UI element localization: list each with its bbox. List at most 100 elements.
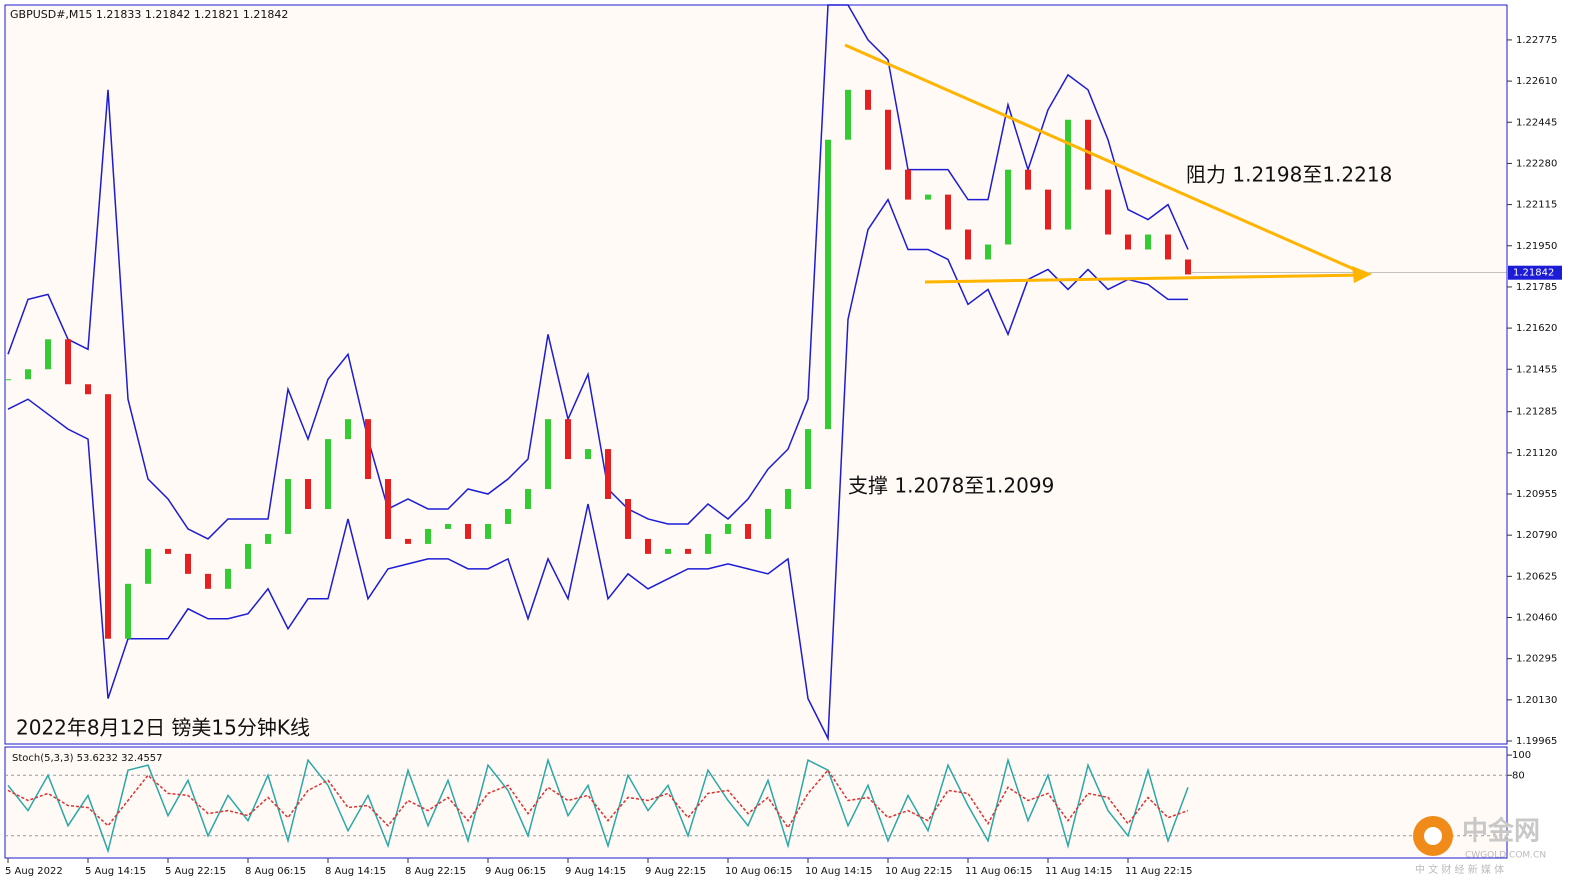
y-tick-label: 1.19965: [1516, 736, 1557, 747]
candle: [965, 229, 971, 260]
candle: [245, 543, 251, 569]
watermark-brand: 中金网: [1462, 816, 1540, 847]
watermark-site: CWGOLD.COM.CN: [1465, 851, 1546, 861]
x-tick-label: 11 Aug 22:15: [1125, 866, 1192, 877]
oscillator-label: Stoch(5,3,3) 53.6232 32.4557: [12, 753, 163, 764]
candle: [105, 394, 111, 639]
y-tick-label: 1.21785: [1516, 282, 1557, 293]
candle: [145, 548, 151, 584]
logo-core: [1424, 827, 1442, 845]
watermark-slogan: 中 文 财 经 新 媒 体: [1415, 863, 1504, 876]
oscillator-pane: [4, 746, 1508, 859]
osc-tick-label: 80: [1512, 770, 1525, 781]
x-tick-label: 5 Aug 2022: [5, 866, 63, 877]
chart-title: GBPUSD#,M15 1.21833 1.21842 1.21821 1.21…: [10, 8, 288, 21]
main-pane: [4, 4, 1508, 745]
y-tick-label: 1.20460: [1516, 613, 1557, 624]
current-price-box: [1508, 265, 1562, 280]
candle: [925, 194, 931, 200]
caption: 2022年8月12日 镑美15分钟K线: [16, 716, 310, 740]
candle: [625, 498, 631, 539]
candle: [505, 508, 511, 524]
y-tick-label: 1.20625: [1516, 571, 1557, 582]
candle: [185, 553, 191, 574]
x-tick-label: 9 Aug 22:15: [645, 866, 706, 877]
candle: [985, 244, 991, 260]
y-tick-label: 1.21620: [1516, 323, 1557, 334]
candle: [345, 419, 351, 440]
candle: [205, 573, 211, 589]
candle: [385, 479, 391, 539]
y-tick-label: 1.20130: [1516, 695, 1557, 706]
y-tick-label: 1.22280: [1516, 158, 1557, 169]
y-tick-label: 1.22115: [1516, 200, 1557, 211]
candle: [805, 429, 811, 490]
line: [7, 198, 1188, 742]
candle: [325, 439, 331, 509]
x-tick-label: 11 Aug 06:15: [965, 866, 1032, 877]
candle: [45, 339, 51, 370]
support-note: 支撑 1.2078至1.2099: [848, 474, 1054, 498]
candle: [885, 109, 891, 170]
candle: [1045, 189, 1051, 230]
candle: [1085, 119, 1091, 190]
candle: [785, 489, 791, 509]
candle: [905, 169, 911, 200]
candle: [285, 479, 291, 534]
candle: [445, 523, 451, 529]
y-tick-label: 1.20955: [1516, 489, 1557, 500]
y-tick-label: 1.22445: [1516, 117, 1557, 128]
x-tick-label: 5 Aug 22:15: [165, 866, 226, 877]
candle: [1185, 259, 1191, 275]
candle: [165, 548, 171, 554]
candle: [865, 89, 871, 110]
x-tick-label: 11 Aug 14:15: [1045, 866, 1112, 877]
x-tick-label: 8 Aug 14:15: [325, 866, 386, 877]
candle: [585, 449, 591, 460]
x-tick-label: 8 Aug 22:15: [405, 866, 466, 877]
candle: [85, 384, 91, 395]
candle: [65, 339, 71, 385]
x-tick-label: 5 Aug 14:15: [85, 866, 146, 877]
candle: [1025, 169, 1031, 190]
candle: [1165, 234, 1171, 260]
y-tick-label: 1.22775: [1516, 35, 1557, 46]
x-tick-label: 10 Aug 14:15: [805, 866, 872, 877]
candle: [225, 568, 231, 589]
candle: [525, 489, 531, 509]
osc-tick-label: 100: [1512, 750, 1531, 761]
plot: 1.22775 1.22610 1.22445 1.22280 1.22115 1.219…: [5, 4, 1562, 877]
arrow-head: [1352, 266, 1372, 283]
support-line: [924, 273, 1366, 284]
candle: [425, 528, 431, 544]
candle: [825, 139, 831, 430]
y-tick-label: 1.21455: [1516, 364, 1557, 375]
candle: [705, 533, 711, 554]
y-tick-label: 1.20295: [1516, 654, 1557, 665]
candle: [1065, 119, 1071, 230]
candle: [305, 479, 311, 509]
y-tick-label: 1.21285: [1516, 407, 1557, 418]
resistance-note: 阻力 1.2198至1.2218: [1186, 163, 1392, 187]
resistance-line: [844, 43, 1366, 276]
y-tick-label: 1.21950: [1516, 241, 1557, 252]
candle: [745, 523, 751, 539]
candle: [265, 533, 271, 544]
x-tick-label: 8 Aug 06:15: [245, 866, 306, 877]
candle: [485, 523, 491, 539]
candle: [1145, 234, 1151, 250]
candle: [565, 419, 571, 460]
candle: [645, 538, 651, 554]
candle: [1125, 234, 1131, 250]
y-tick-label: 1.21120: [1516, 448, 1557, 459]
candle: [1105, 189, 1111, 235]
y-tick-label: 1.22610: [1516, 76, 1557, 87]
candle: [545, 419, 551, 490]
candle: [685, 548, 691, 554]
x-tick-label: 9 Aug 06:15: [485, 866, 546, 877]
candle: [945, 194, 951, 230]
current-price-label: 1.21842: [1513, 268, 1554, 279]
candle: [765, 508, 771, 539]
